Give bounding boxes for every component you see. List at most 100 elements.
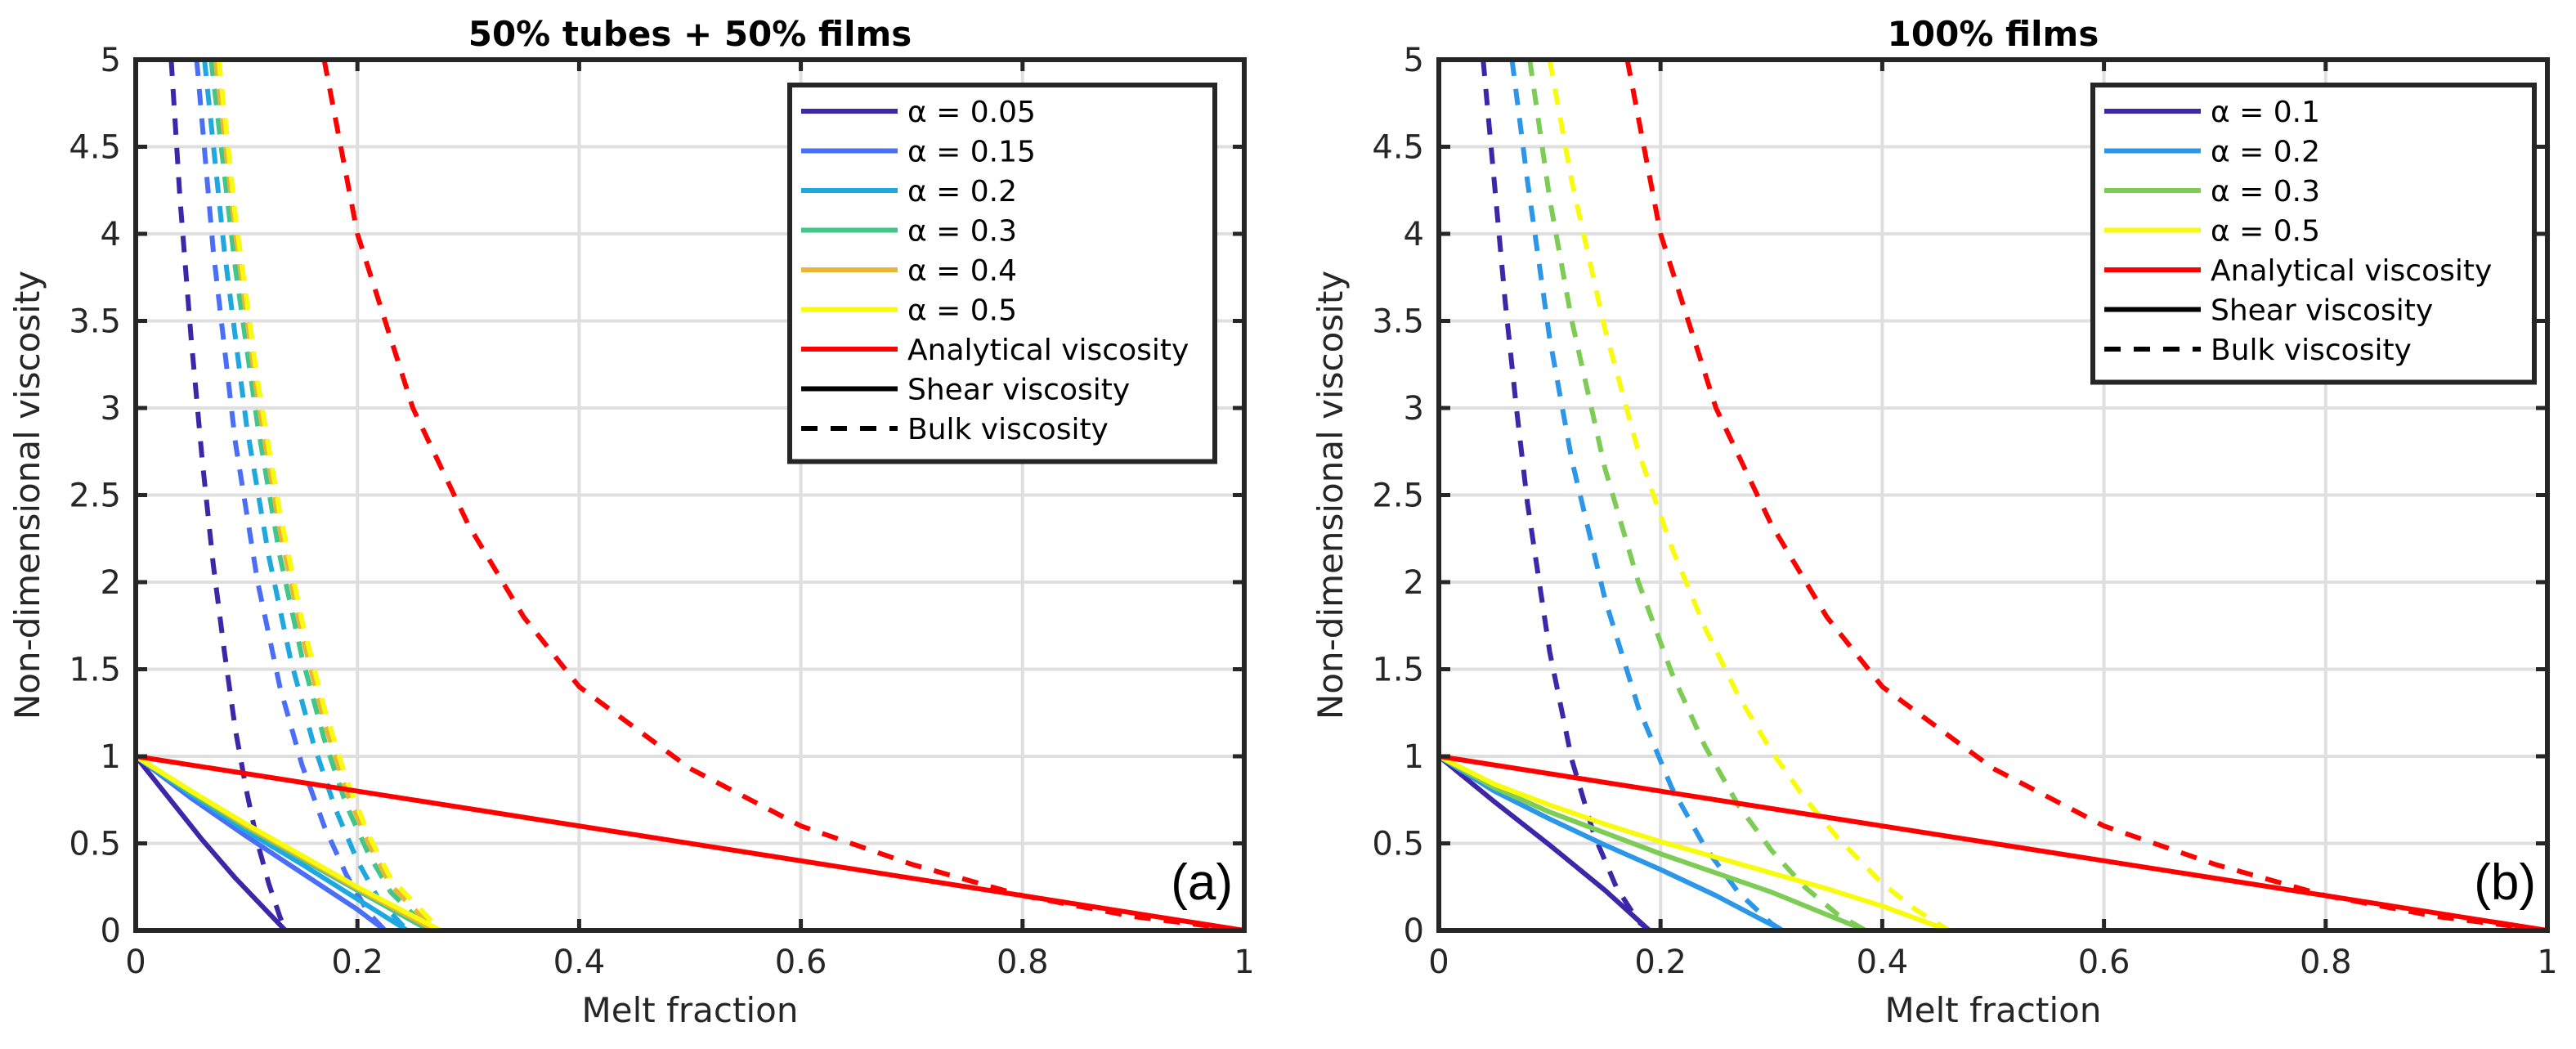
tick-labels: 0 0.2 0.4 0.6 0.8 1 0 0.5 1 1.5 2 2.5 3 3.5 4 4.5 5 xyxy=(69,42,1254,981)
y-tick-label: 2.5 xyxy=(1372,477,1424,515)
y-tick-label: 1.5 xyxy=(1372,652,1424,689)
y-tick-label: 4.5 xyxy=(69,129,121,167)
legend-label: α = 0.4 xyxy=(907,254,1017,288)
legend-item: Analytical viscosity xyxy=(2104,254,2492,288)
legend-item: α = 0.05 xyxy=(801,96,1036,129)
y-tick-label: 5 xyxy=(1404,42,1424,79)
x-axis-label: Melt fraction xyxy=(582,990,799,1030)
x-tick-label: 0 xyxy=(1428,944,1449,981)
y-tick-label: 5 xyxy=(101,42,121,79)
x-tick-label: 0.2 xyxy=(331,944,383,981)
legend-box xyxy=(2090,83,2537,385)
legend-item: α = 0.5 xyxy=(2104,215,2320,249)
y-tick-label: 1 xyxy=(1404,738,1424,776)
legend-label: Shear viscosity xyxy=(907,374,1130,407)
legend-item: Bulk viscosity xyxy=(801,413,1109,446)
legend-label: α = 0.05 xyxy=(907,96,1036,129)
legend-item: α = 0.4 xyxy=(801,254,1017,288)
legend-label: Bulk viscosity xyxy=(2211,334,2412,367)
legend-label: Bulk viscosity xyxy=(907,413,1109,446)
legend-item: Bulk viscosity xyxy=(2104,334,2412,367)
grid-lines xyxy=(134,58,1246,932)
axes xyxy=(1436,57,2550,933)
legend-box xyxy=(787,83,1217,464)
panel-b: 0 0.2 0.4 0.6 0.8 1 0 0.5 1 1.5 2 2.5 3 3.5 4 4.5 5 100%… xyxy=(1310,14,2558,1030)
x-tick-label: 0.8 xyxy=(997,944,1049,981)
curves xyxy=(1437,59,2548,933)
legend-item: Shear viscosity xyxy=(2104,294,2433,328)
axes xyxy=(133,57,1247,933)
y-tick-label: 3 xyxy=(101,390,121,428)
legend-label: α = 0.3 xyxy=(907,215,1017,249)
x-tick-label: 0.8 xyxy=(2300,944,2352,981)
series-line xyxy=(1527,59,1867,933)
x-tick-label: 0.2 xyxy=(1634,944,1687,981)
legend-item: α = 0.5 xyxy=(801,294,1017,328)
legend-item: α = 0.1 xyxy=(2104,96,2320,129)
legend-item: α = 0.3 xyxy=(2104,175,2320,208)
legend-item: α = 0.3 xyxy=(801,215,1017,249)
y-tick-label: 4 xyxy=(1404,216,1424,253)
x-tick-label: 0 xyxy=(125,944,146,981)
chart-title: 100% films xyxy=(1888,14,2099,54)
y-tick-label: 0.5 xyxy=(1372,826,1424,863)
legend-item: α = 0.2 xyxy=(2104,136,2320,169)
series-line xyxy=(1437,754,2547,933)
legend-label: Analytical viscosity xyxy=(907,334,1189,367)
series-line xyxy=(216,59,443,933)
legend-label: α = 0.5 xyxy=(907,294,1017,328)
tick-labels: 0 0.2 0.4 0.6 0.8 1 0 0.5 1 1.5 2 2.5 3 3.5 4 4.5 5 xyxy=(1372,42,2557,981)
series-line xyxy=(1481,59,1651,933)
x-tick-label: 1 xyxy=(2537,944,2557,981)
y-tick-label: 3 xyxy=(1404,390,1424,428)
series-line xyxy=(213,59,437,933)
chart-title: 50% tubes + 50% films xyxy=(468,14,912,54)
legend-label: α = 0.15 xyxy=(907,136,1036,169)
y-axis-label: Non-dimensional viscosity xyxy=(1310,271,1351,720)
legend-item: α = 0.15 xyxy=(801,136,1036,169)
y-tick-label: 0 xyxy=(101,912,121,950)
legend-label: α = 0.1 xyxy=(2211,96,2320,129)
legend-item: Shear viscosity xyxy=(801,374,1130,407)
y-tick-label: 4.5 xyxy=(1372,129,1424,167)
x-tick-label: 0.6 xyxy=(2078,944,2130,981)
series-line xyxy=(1509,59,1784,933)
legend-label: α = 0.2 xyxy=(2211,136,2320,169)
series-line xyxy=(1547,59,1951,933)
x-tick-label: 0.6 xyxy=(775,944,827,981)
legend-label: Shear viscosity xyxy=(2211,294,2433,328)
legend-label: α = 0.5 xyxy=(2211,215,2320,249)
x-tick-label: 1 xyxy=(1234,944,1254,981)
y-tick-label: 2 xyxy=(1404,564,1424,602)
legend-label: α = 0.2 xyxy=(907,175,1017,208)
y-tick-label: 2 xyxy=(101,564,121,602)
legend-item: Analytical viscosity xyxy=(801,334,1189,367)
series-line xyxy=(1437,754,2547,933)
y-tick-label: 1.5 xyxy=(69,652,121,689)
y-tick-label: 2.5 xyxy=(69,477,121,515)
legend-item: α = 0.2 xyxy=(801,175,1017,208)
series-line xyxy=(1624,59,2548,933)
series-line xyxy=(321,59,1245,933)
panel-label: (a) xyxy=(1171,854,1233,911)
y-tick-label: 0.5 xyxy=(69,826,121,863)
y-axis-label: Non-dimensional viscosity xyxy=(7,271,47,720)
legend-label: α = 0.3 xyxy=(2211,175,2320,208)
x-tick-label: 0.4 xyxy=(1857,944,1909,981)
y-tick-label: 1 xyxy=(101,738,121,776)
panel-a: 0 0.2 0.4 0.6 0.8 1 0 0.5 1 1.5 2 2.5 3 3.5 4 4.5 5 50% … xyxy=(7,14,1255,1030)
series-line xyxy=(208,59,432,933)
series-line xyxy=(202,59,410,933)
series-line xyxy=(194,59,388,933)
y-tick-label: 3.5 xyxy=(1372,303,1424,341)
legend: α = 0.1 α = 0.2 α = 0.3 α = 0.5 Analytical v… xyxy=(2090,83,2537,385)
y-tick-label: 0 xyxy=(1404,912,1424,950)
series-line xyxy=(168,59,288,932)
x-axis-label: Melt fraction xyxy=(1885,990,2102,1030)
y-tick-label: 4 xyxy=(101,216,121,253)
y-tick-label: 3.5 xyxy=(69,303,121,341)
series-line xyxy=(1437,754,2547,933)
x-tick-label: 0.4 xyxy=(553,944,606,981)
legend: α = 0.05 α = 0.15 α = 0.2 α = 0.3 α = 0.4 α =… xyxy=(787,83,1217,464)
